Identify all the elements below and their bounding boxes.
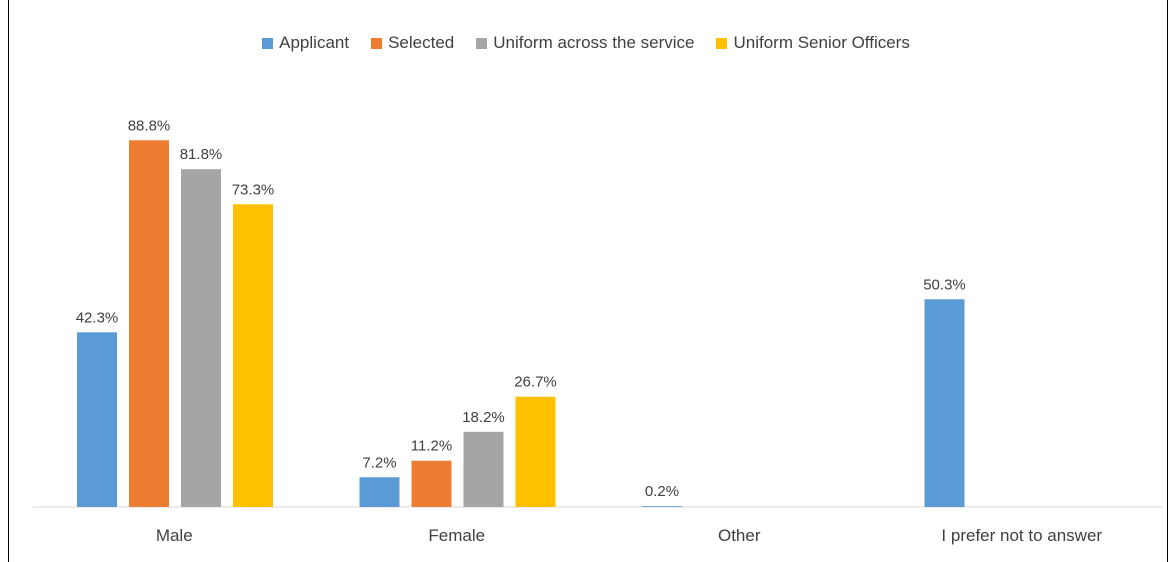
legend-label-uniform-service: Uniform across the service [493, 33, 695, 52]
legend-label-selected: Selected [388, 33, 455, 52]
bar-3-0 [924, 299, 965, 507]
legend-item-uniform-service: Uniform across the service [476, 33, 694, 53]
legend-swatch-uniform-service [476, 37, 488, 49]
data-label-3-0: 50.3% [923, 276, 966, 293]
bar-1-2 [463, 431, 504, 507]
legend-swatch-uniform-senior [716, 37, 728, 49]
data-label-1-0: 7.2% [362, 454, 396, 471]
data-label-0-1: 88.8% [128, 117, 171, 134]
category-label-1: Female [428, 526, 485, 545]
bar-0-0 [77, 332, 117, 507]
legend-item-uniform-senior: Uniform Senior Officers [716, 33, 910, 53]
chart-frame [8, 0, 1168, 562]
data-label-1-3: 26.7% [514, 374, 557, 391]
legend-swatch-applicant [262, 37, 274, 49]
data-label-0-0: 42.3% [76, 309, 119, 326]
data-label-0-3: 73.3% [232, 181, 275, 198]
bar-0-3 [233, 204, 273, 507]
data-label-2-0: 0.2% [645, 483, 679, 500]
bar-1-0 [359, 477, 400, 507]
legend-label-applicant: Applicant [279, 33, 350, 52]
bar-0-2 [181, 169, 221, 507]
data-label-1-2: 18.2% [462, 409, 505, 426]
bar-1-1 [411, 460, 452, 507]
legend-label-uniform-senior: Uniform Senior Officers [733, 33, 910, 52]
data-label-1-1: 11.2% [411, 438, 452, 455]
bar-2-0 [642, 506, 682, 507]
category-label-0: Male [156, 526, 193, 545]
category-label-3: I prefer not to answer [941, 526, 1102, 545]
legend-swatch-selected [371, 37, 383, 49]
legend-item-applicant: Applicant [262, 33, 349, 53]
bar-0-1 [129, 140, 169, 508]
bar-1-3 [515, 396, 556, 507]
data-label-0-2: 81.8% [180, 146, 223, 163]
legend-item-selected: Selected [371, 33, 454, 53]
category-label-2: Other [718, 526, 761, 545]
chart-legend: Applicant Selected Uniform across the se… [0, 33, 1172, 53]
